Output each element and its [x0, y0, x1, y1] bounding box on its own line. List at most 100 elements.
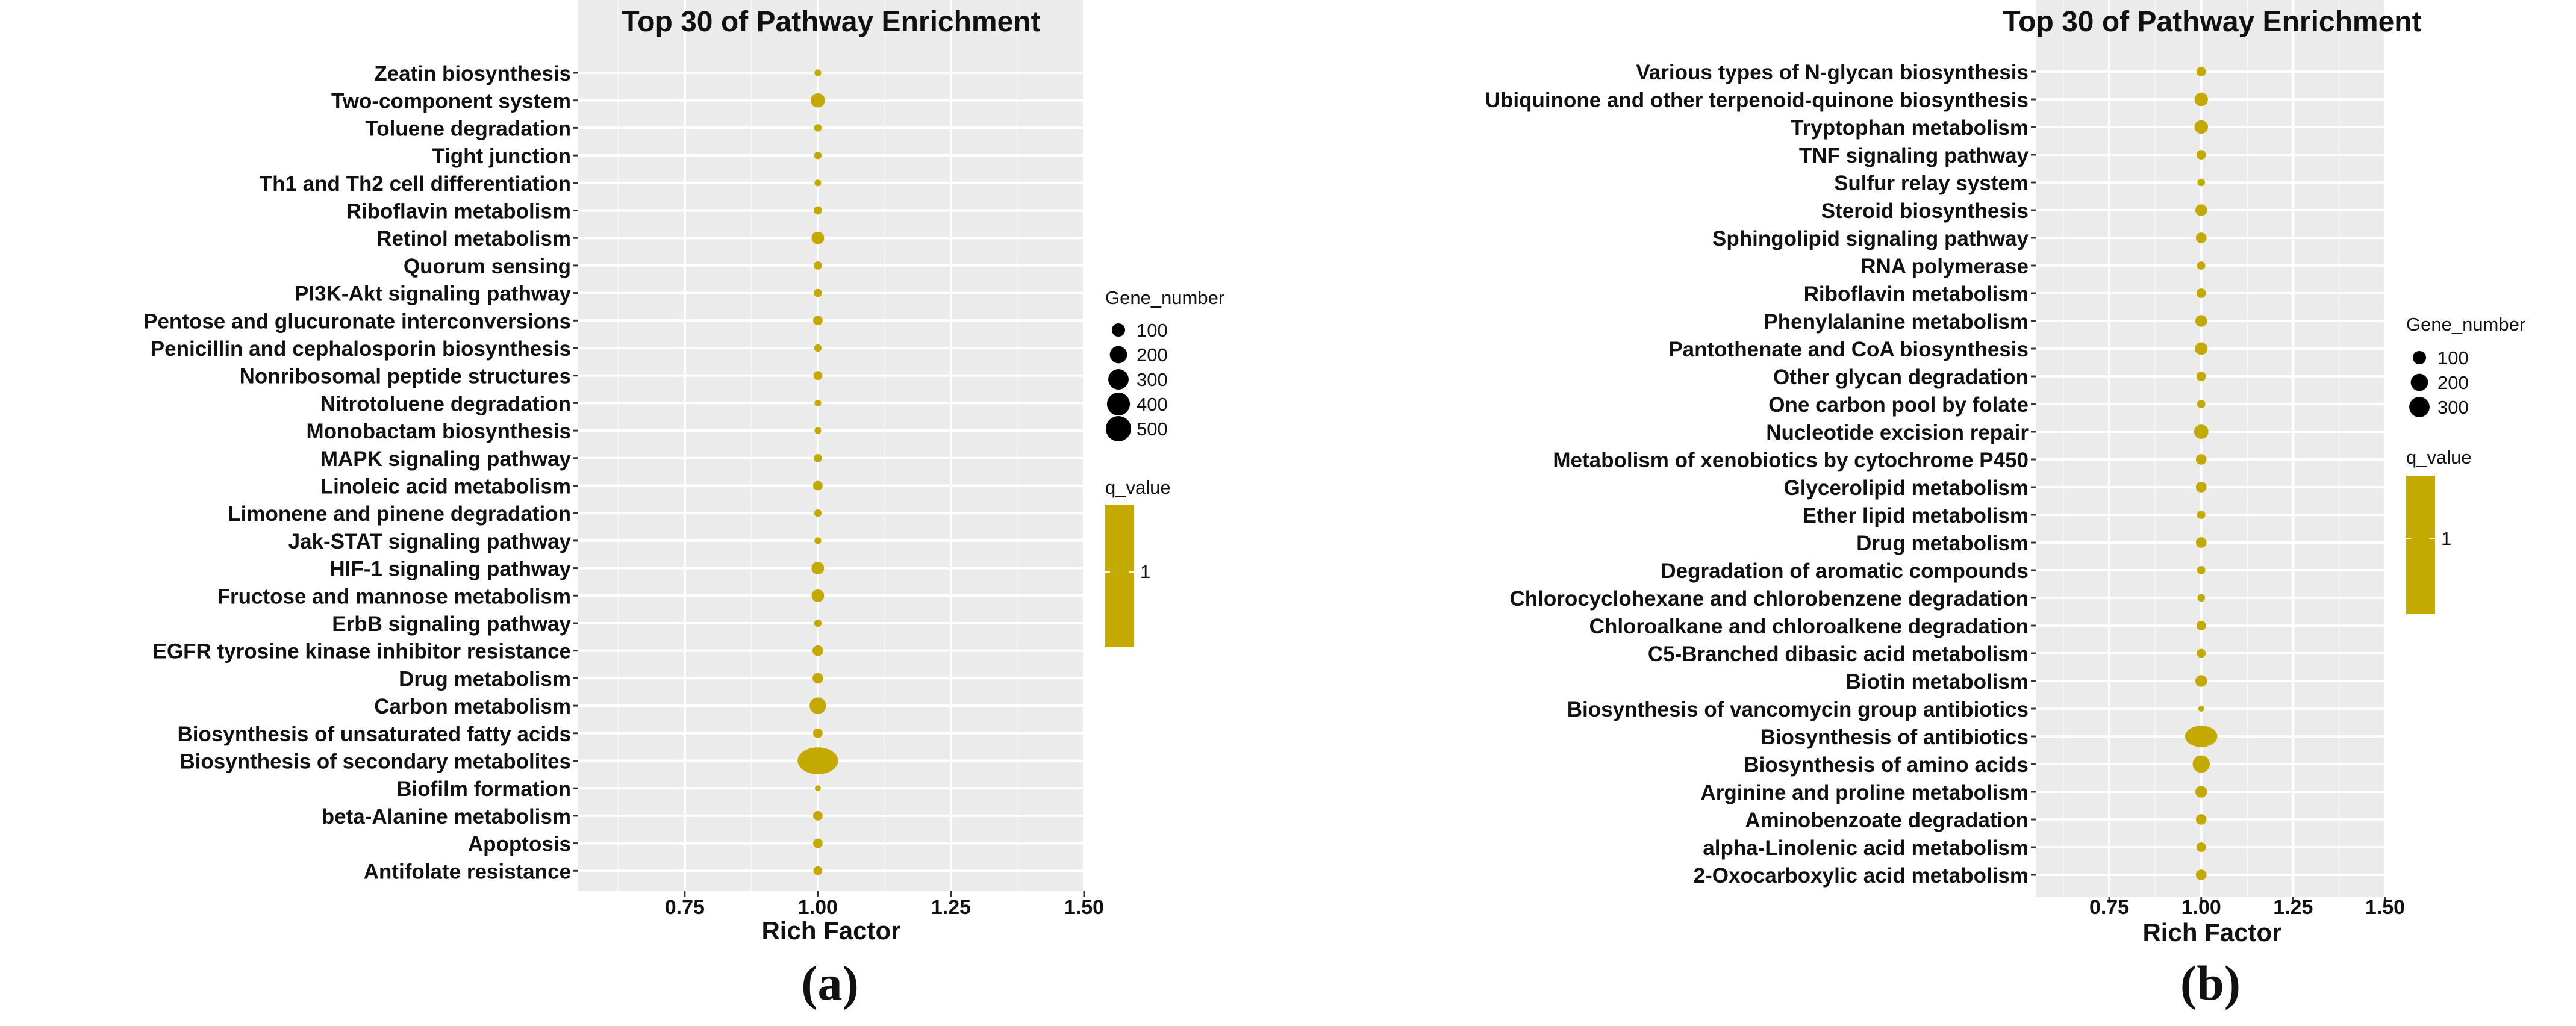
size-legend-key [1108, 369, 1129, 390]
y-tick-label: Degradation of aromatic compounds [1661, 559, 2029, 583]
data-point [2196, 621, 2206, 630]
y-tick-label: MAPK signaling pathway [320, 447, 572, 471]
data-point [814, 179, 822, 187]
data-point [2196, 288, 2206, 298]
data-point [814, 288, 822, 297]
y-tick-label: Toluene degradation [365, 117, 571, 140]
data-point [2196, 372, 2206, 381]
y-tick-label: Nonribosomal peptide structures [240, 365, 571, 388]
y-tick-label: Aminobenzoate degradation [1745, 809, 2029, 832]
y-tick-label: Apoptosis [468, 833, 571, 856]
x-tick-label: 0.75 [665, 896, 705, 919]
data-point [2195, 482, 2207, 493]
data-point [812, 838, 823, 848]
y-tick-label: Other glycan degradation [1773, 365, 2029, 389]
color-legend-label: 1 [2441, 528, 2451, 549]
size-legend-label: 100 [1137, 320, 1168, 341]
y-tick-label: Linoleic acid metabolism [320, 475, 571, 499]
x-tick-label: 1.50 [1064, 896, 1104, 919]
data-point [2197, 178, 2205, 187]
y-tick-label: Phenylalanine metabolism [1764, 310, 2029, 334]
data-point [2196, 67, 2206, 76]
size-legend-key [1106, 416, 1131, 441]
y-tick-label: Zeatin biosynthesis [374, 62, 571, 86]
y-tick-label: Biosynthesis of unsaturated fatty acids [178, 723, 571, 746]
data-point [814, 69, 822, 76]
data-point [811, 231, 825, 244]
size-legend-title: Gene_number [1105, 287, 1224, 308]
size-legend-label: 400 [1137, 394, 1168, 415]
y-tick-label: HIF-1 signaling pathway [329, 558, 571, 581]
y-tick-label: Limonene and pinene degradation [228, 502, 571, 526]
size-legend-label: 200 [2437, 372, 2469, 393]
data-point [2194, 424, 2209, 439]
y-tick-label: RNA polymerase [1860, 255, 2029, 278]
y-tick-label: One carbon pool by folate [1768, 393, 2029, 417]
data-point [2195, 675, 2207, 687]
chart-panel-a: Zeatin biosynthesis Two-component system T… [143, 0, 1224, 1010]
y-tick-label: Arginine and proline metabolism [1700, 781, 2029, 804]
panel-caption: (a) [801, 956, 859, 1010]
data-point [814, 151, 822, 160]
x-tick-label: 1.50 [2365, 896, 2405, 919]
data-point [812, 480, 823, 491]
data-point [2195, 454, 2207, 465]
data-point [811, 589, 825, 602]
data-point [813, 866, 823, 875]
y-tick-label: Tight junction [432, 145, 571, 168]
x-tick-label: 0.75 [2089, 896, 2129, 919]
data-point [814, 399, 822, 407]
y-tick-label: Steroid biosynthesis [1821, 199, 2029, 223]
chart-title: Top 30 of Pathway Enrichment [2003, 6, 2421, 38]
y-tick-label: Biosynthesis of secondary metabolites [179, 750, 571, 774]
y-tick-label: PI3K-Akt signaling pathway [295, 282, 571, 306]
data-point [814, 261, 822, 270]
data-point [2195, 315, 2207, 327]
panel-caption: (b) [2180, 956, 2241, 1010]
y-tick-label: Sphingolipid signaling pathway [1712, 227, 2029, 250]
data-point [813, 371, 823, 381]
y-tick-label: Biotin metabolism [1846, 670, 2029, 694]
y-tick-label: Tryptophan metabolism [1791, 116, 2029, 140]
data-point [2196, 150, 2206, 160]
data-point [2194, 92, 2208, 107]
data-point [812, 673, 823, 684]
y-tick-label: Quorum sensing [404, 255, 571, 278]
data-point [2185, 726, 2218, 747]
plot-background [578, 0, 1084, 891]
data-point [811, 93, 825, 108]
data-point [2197, 261, 2206, 270]
y-tick-label: Nitrotoluene degradation [320, 392, 571, 415]
y-tick-label: EGFR tyrosine kinase inhibitor resistanc… [153, 640, 571, 664]
y-tick-label: alpha-Linolenic acid metabolism [1703, 836, 2029, 860]
y-tick-label: Metabolism of xenobiotics by cytochrome … [1553, 449, 2029, 472]
size-legend-label: 200 [1137, 344, 1168, 365]
size-legend-key [1111, 323, 1126, 337]
data-point [2194, 120, 2208, 134]
y-tick-label: Drug metabolism [399, 667, 571, 691]
data-point [814, 619, 822, 627]
y-tick-label: Various types of N-glycan biosynthesis [1636, 61, 2029, 84]
y-tick-label: Biosynthesis of antibiotics [1760, 726, 2029, 749]
data-point [2195, 537, 2207, 548]
data-point [2196, 842, 2206, 852]
data-point [2197, 648, 2206, 658]
y-tick-label: Two-component system [331, 90, 571, 113]
y-tick-label: Chloroalkane and chloroalkene degradatio… [1589, 615, 2029, 638]
data-point [812, 645, 823, 656]
y-tick-label: Antifolate resistance [364, 860, 571, 883]
data-point [814, 206, 822, 215]
plot-background [2036, 0, 2385, 897]
data-point [2195, 232, 2207, 243]
size-legend-label: 100 [2437, 347, 2469, 368]
data-point [814, 537, 822, 544]
data-point [797, 747, 838, 774]
y-tick-label: 2-Oxocarboxylic acid metabolism [1694, 864, 2029, 888]
x-tick-label: 1.00 [2181, 896, 2221, 919]
y-tick-label: Retinol metabolism [376, 227, 571, 250]
size-legend-key [2409, 397, 2430, 417]
size-legend-title: Gene_number [2406, 314, 2525, 335]
data-point [2198, 706, 2204, 712]
y-tick-label: Nucleotide excision repair [1766, 421, 2029, 444]
